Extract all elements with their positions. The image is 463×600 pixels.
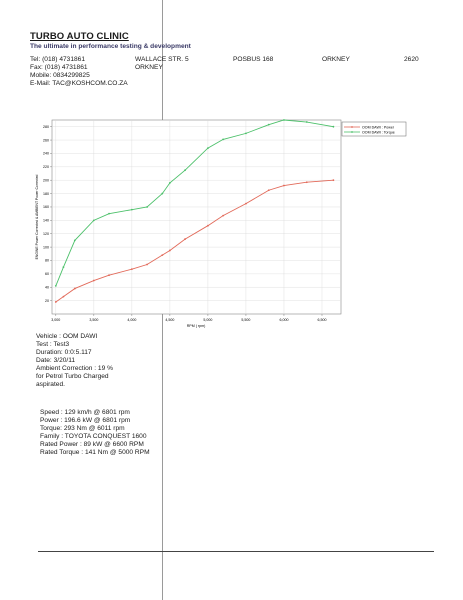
tel-line: Tel: (018) 4731861	[30, 56, 85, 63]
y-tick-label: 80	[45, 259, 49, 263]
torque-data-point	[54, 285, 57, 287]
speed-result: Speed : 129 km/h @ 6801 rpm	[40, 409, 130, 416]
y-tick-label: 260	[43, 138, 49, 142]
rated-torque-result: Rated Torque : 141 Nm @ 5000 RPM	[40, 449, 150, 456]
company-tagline: The ultimate in performance testing & de…	[30, 43, 191, 50]
torque-data-point	[283, 119, 285, 121]
street-address: WALLACE STR. 5	[135, 56, 189, 63]
torque-data-point	[222, 138, 225, 141]
power-data-point	[283, 184, 285, 187]
legend-marker-torque	[351, 131, 353, 133]
y-tick-label: 220	[43, 165, 49, 169]
torque-data-point	[184, 169, 186, 172]
duration-line: Duration: 0:0:5.117	[36, 349, 92, 356]
chart-legend: OOM DAWI : Power OOM DAWI : Torque	[341, 121, 407, 137]
series-lines	[54, 119, 335, 303]
x-tick-label: 4,000	[127, 318, 136, 322]
fuel-type-line: for Petrol Turbo Charged	[36, 373, 109, 380]
torque-data-point	[245, 132, 247, 135]
family-result: Family : TOYOTA CONQUEST 1600	[40, 433, 147, 440]
torque-data-point	[92, 219, 95, 222]
torque-data-point	[168, 181, 171, 184]
y-tick-label: 160	[43, 205, 49, 209]
power-data-point	[207, 224, 209, 227]
power-data-point	[146, 263, 148, 266]
x-tick-label: 3,000	[51, 318, 60, 322]
power-data-point	[161, 254, 164, 257]
y-tick-label: 40	[45, 285, 49, 289]
email-line: E-Mail: TAC@KOSHCOM.CO.ZA	[30, 80, 128, 87]
grid-lines	[52, 120, 341, 314]
x-tick-labels: 3,000 3,500 4,000 4,500 5,000 5,500 6,000 6,500	[51, 314, 326, 322]
torque-data-point	[332, 125, 335, 128]
postal-code: 2620	[404, 56, 419, 63]
plot-area	[51, 119, 342, 315]
x-tick-label: 6,500	[317, 318, 326, 322]
postal-box: POSBUS 168	[233, 56, 274, 63]
fax-line: Fax: (018) 4731861	[30, 64, 88, 71]
y-tick-label: 20	[45, 299, 49, 303]
power-data-point	[130, 268, 133, 271]
power-data-point	[305, 181, 308, 184]
test-line: Test : Test3	[36, 341, 70, 348]
power-data-point	[73, 287, 76, 290]
x-axis-label: RPM ( rpm)	[187, 324, 206, 328]
torque-data-point	[108, 212, 110, 215]
aspirated-line: aspirated.	[36, 381, 65, 388]
y-tick-label: 180	[43, 192, 49, 196]
torque-data-point	[62, 266, 65, 269]
x-tick-label: 5,500	[241, 318, 250, 322]
rated-power-result: Rated Power : 89 kW @ 6600 RPM	[40, 441, 144, 448]
power-data-point	[92, 279, 95, 282]
power-data-point	[184, 238, 186, 240]
power-data-point	[54, 301, 57, 303]
y-tick-label: 280	[43, 125, 49, 129]
torque-data-point	[305, 121, 308, 123]
vehicle-line: Vehicle : OOM DAWI	[36, 333, 98, 340]
power-result: Power : 196.6 kW @ 6801 rpm	[40, 417, 131, 424]
y-tick-label: 60	[45, 272, 49, 276]
dyno-chart: 3,000 3,500 4,000 4,500 5,000 5,500 6,000 6,500…	[35, 119, 407, 328]
torque-result: Torque: 293 Nm @ 6011 rpm	[40, 425, 125, 432]
torque-data-point	[161, 192, 164, 195]
power-data-point	[62, 295, 65, 298]
x-tick-label: 5,000	[203, 318, 212, 322]
company-name: TURBO AUTO CLINIC	[30, 31, 129, 42]
y-tick-label: 240	[43, 152, 49, 156]
power-data-point	[168, 249, 171, 252]
mobile-line: Mobile: 0834299825	[30, 72, 90, 79]
power-data-point	[245, 202, 247, 205]
x-tick-label: 6,000	[279, 318, 288, 322]
y-tick-label: 140	[43, 219, 49, 223]
legend-label-torque: OOM DAWI : Torque	[362, 130, 395, 134]
y-tick-label: 100	[43, 245, 49, 249]
torque-data-point	[73, 239, 76, 242]
x-tick-label: 3,500	[89, 318, 98, 322]
power-data-point	[332, 179, 335, 182]
town-address: ORKNEY	[135, 64, 163, 71]
torque-data-point	[207, 147, 209, 149]
power-data-point	[108, 274, 110, 277]
ambient-correction-line: Ambient Correction : 19 %	[36, 365, 113, 372]
x-tick-label: 4,500	[165, 318, 174, 322]
y-axis-label: ENGINE Power Corrected & AMBIENT Power C…	[35, 175, 39, 260]
torque-data-point	[146, 206, 148, 208]
y-tick-labels: 20 40 60 80 100 120 140 160 180 200 220 240 260 280	[43, 125, 52, 303]
legend-label-power: OOM DAWI : Power	[362, 125, 395, 129]
postal-town: ORKNEY	[322, 56, 350, 63]
torque-data-point	[130, 208, 133, 211]
legend-box	[341, 121, 407, 137]
footer-rule	[38, 551, 434, 552]
y-tick-label: 200	[43, 178, 49, 182]
power-data-point	[222, 214, 225, 217]
date-line: Date: 3/20/11	[36, 357, 76, 364]
y-tick-label: 120	[43, 232, 49, 236]
torque-data-point	[267, 123, 270, 126]
legend-marker-power	[351, 126, 353, 128]
power-data-point	[267, 189, 270, 192]
